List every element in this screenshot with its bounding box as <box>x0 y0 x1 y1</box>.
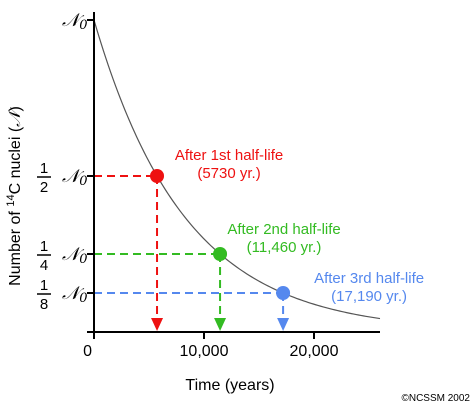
y-tick-fraction-numerator: 1 <box>40 160 48 177</box>
y-tick-fraction-numerator: 1 <box>40 238 48 255</box>
half-life-point <box>213 247 228 261</box>
annotation-years: (5730 yr.) <box>197 165 260 182</box>
y-axis-label-superscript: 14 <box>5 194 17 206</box>
y-axis-label-prefix: Number of <box>7 207 24 286</box>
arrow-head <box>277 318 290 331</box>
ticks-layer: 0 10,000 20,000 𝒩0 𝒩0 1 2 𝒩0 1 4 𝒩0 1 8 <box>37 10 339 360</box>
annotation-years: (11,460 yr.) <box>247 239 322 256</box>
y-tick-fraction-denominator: 4 <box>40 257 48 274</box>
y-tick-symbol: 𝒩0 <box>62 10 88 33</box>
y-tick-fraction-denominator: 8 <box>40 296 48 313</box>
annotation-title: After 2nd half-life <box>227 221 340 238</box>
y-tick-symbol: 𝒩0 <box>62 166 88 189</box>
x-tick-label: 20,000 <box>290 343 339 360</box>
y-axis-label-suffix: C nuclei ( <box>7 126 24 194</box>
copyright-credit: ©NCSSM 2002 <box>401 393 470 404</box>
y-axis-label-close: ) <box>7 106 24 111</box>
arrow-head <box>214 318 227 331</box>
points-layer: After 1st half-life(5730 yr.) After 2nd h… <box>150 147 424 305</box>
y-tick-symbol-subscript: 0 <box>79 291 87 306</box>
arrow-head <box>151 318 164 331</box>
y-tick-symbol: 𝒩0 <box>62 283 88 306</box>
annotation-title: After 3rd half-life <box>314 270 424 287</box>
x-tick-label: 10,000 <box>180 343 229 360</box>
x-tick-label: 0 <box>83 343 92 360</box>
y-axis-label: Number of 14C nuclei (𝒩) <box>5 106 24 286</box>
y-tick-symbol: 𝒩0 <box>62 244 88 267</box>
annotation-years: (17,190 yr.) <box>331 288 407 305</box>
decay-curve <box>93 19 381 320</box>
y-tick-symbol-subscript: 0 <box>79 174 87 189</box>
half-life-point <box>276 286 291 300</box>
guide-lines-layer <box>94 175 290 331</box>
x-axis-label: Time (years) <box>185 377 274 394</box>
half-life-point <box>150 169 165 183</box>
y-tick-symbol-subscript: 0 <box>79 18 87 33</box>
y-tick-fraction-denominator: 2 <box>40 179 48 196</box>
y-axis-label-symbol: 𝒩 <box>5 107 24 127</box>
y-tick-symbol-subscript: 0 <box>79 252 87 267</box>
annotation-title: After 1st half-life <box>175 147 283 164</box>
decay-curve-layer <box>93 19 381 320</box>
y-tick-fraction-numerator: 1 <box>40 277 48 294</box>
